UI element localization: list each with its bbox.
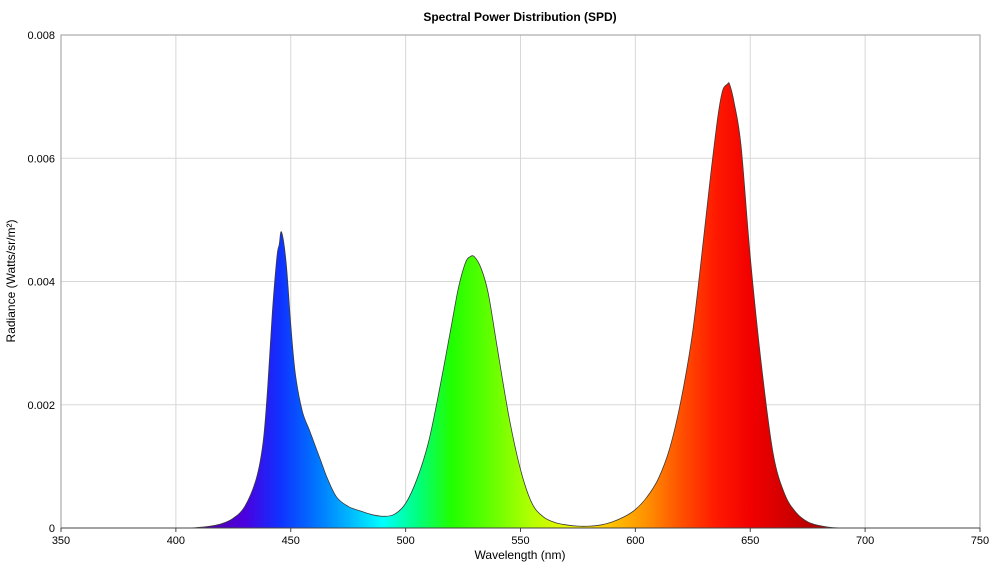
y-axis-label: Radiance (Watts/sr/m²) bbox=[4, 220, 18, 343]
spectrum-area bbox=[61, 82, 980, 529]
grid-lines bbox=[60, 34, 981, 529]
x-tick-label: 350 bbox=[52, 535, 70, 547]
x-tick-label: 450 bbox=[282, 535, 300, 547]
x-tick-label: 400 bbox=[167, 535, 185, 547]
y-tick-label: 0.006 bbox=[27, 153, 55, 165]
x-axis-label: Wavelength (nm) bbox=[475, 548, 566, 562]
x-tick-labels: 350 400 450 500 550 600 650 700 750 bbox=[52, 528, 989, 547]
x-tick-label: 600 bbox=[626, 535, 644, 547]
y-tick-label: 0.008 bbox=[27, 30, 55, 42]
y-tick-label: 0.002 bbox=[27, 400, 55, 412]
chart-title: Spectral Power Distribution (SPD) bbox=[423, 10, 616, 24]
x-tick-label: 550 bbox=[511, 535, 529, 547]
y-tick-label: 0 bbox=[49, 523, 55, 535]
x-tick-label: 500 bbox=[396, 535, 414, 547]
y-tick-labels: 0 0.002 0.004 0.006 0.008 bbox=[27, 30, 55, 535]
y-tick-label: 0.004 bbox=[27, 277, 55, 289]
x-tick-label: 750 bbox=[971, 535, 989, 547]
x-tick-label: 650 bbox=[741, 535, 759, 547]
x-tick-label: 700 bbox=[856, 535, 874, 547]
